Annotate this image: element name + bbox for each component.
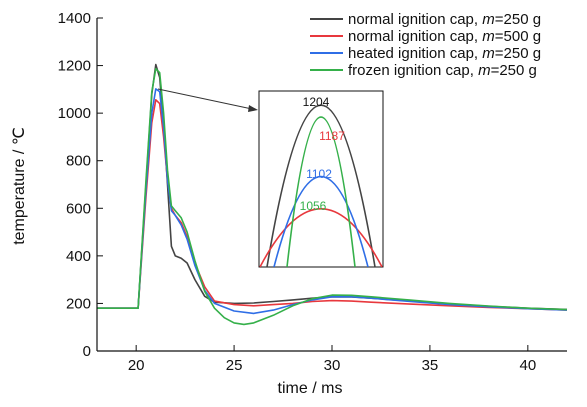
inset-pointer-arrow	[157, 88, 253, 110]
y-tick-label: 600	[66, 200, 91, 217]
inset-curve-3	[273, 176, 369, 267]
series-group	[97, 63, 568, 326]
inset-peak-label-2: 1187	[319, 129, 345, 143]
inset-pointer-arrowhead	[248, 105, 258, 112]
x-tick-label: 40	[519, 357, 536, 374]
x-tick-label: 35	[422, 357, 439, 374]
inset-curves	[259, 104, 383, 267]
legend-entry-2: normal ignition cap, m=500 g	[348, 28, 541, 45]
legend-entry-4: frozen ignition cap, m=250 g	[348, 62, 537, 79]
y-tick-label: 800	[66, 153, 91, 170]
inset-peak-labels: 1204 1187 1102 1056	[300, 95, 346, 213]
series-line-4	[97, 67, 568, 326]
y-tick-label: 1000	[58, 105, 91, 122]
inset-peak-label-3: 1102	[306, 167, 332, 181]
x-tick-label: 30	[324, 357, 341, 374]
legend-entry-1: normal ignition cap, m=250 g	[348, 11, 541, 28]
inset-curve-2	[259, 208, 383, 267]
y-tick-label: 0	[83, 343, 91, 360]
x-tick-label: 20	[128, 357, 145, 374]
x-ticks: 20 25 30 35 40	[128, 345, 536, 374]
inset-curve-1	[266, 104, 376, 267]
x-tick-label: 25	[226, 357, 243, 374]
y-tick-label: 1200	[58, 58, 91, 75]
y-axis-label: temperature / ℃	[11, 127, 28, 245]
y-ticks: 0 200 400 600 800 1000 1200 1400	[58, 10, 103, 360]
inset-peak-label-1: 1204	[303, 95, 330, 109]
inset-frame	[258, 90, 384, 268]
y-tick-label: 200	[66, 295, 91, 312]
inset-curve-4	[286, 116, 356, 267]
x-axis-label: time / ms	[278, 380, 343, 397]
y-tick-label: 400	[66, 248, 91, 265]
plot-area: 0 200 400 600 800 1000 1200 1400 20 25 30 35 40	[58, 10, 568, 374]
legend-entry-3: heated ignition cap, m=250 g	[348, 45, 541, 62]
y-tick-label: 1400	[58, 10, 91, 27]
peak-zoom-inset: 1204 1187 1102 1056	[258, 90, 384, 268]
inset-peak-label-4: 1056	[300, 199, 327, 213]
series-line-2	[97, 99, 568, 311]
